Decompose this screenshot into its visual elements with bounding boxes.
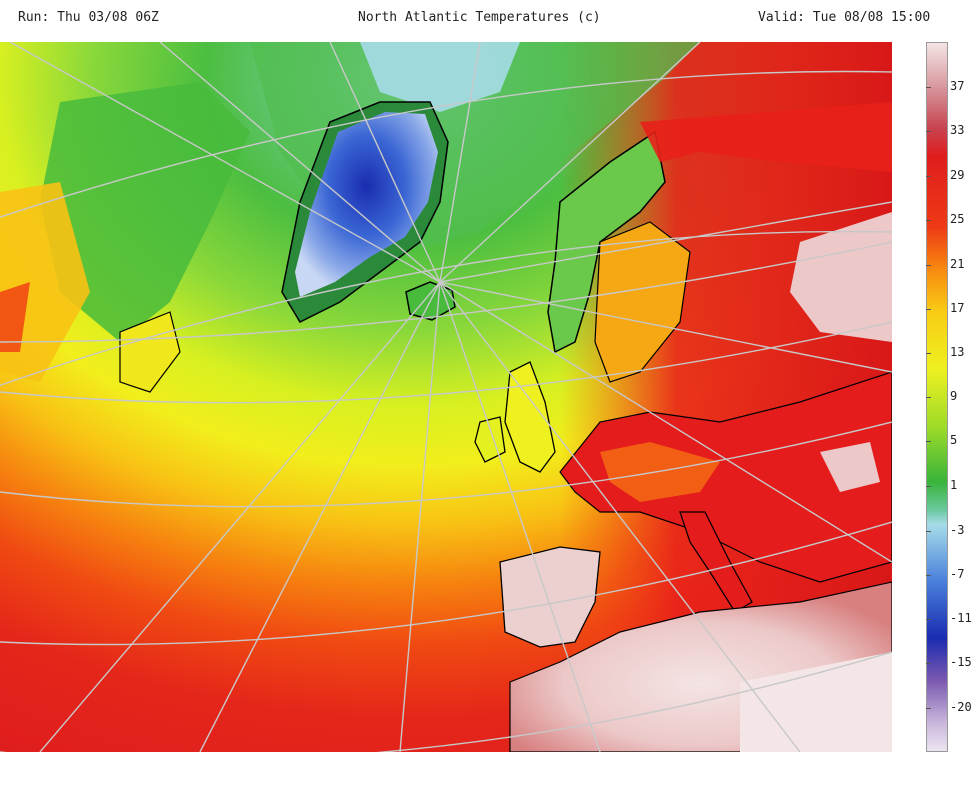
hudson-warm-zone bbox=[0, 282, 30, 352]
newfoundland-coast bbox=[119, 311, 181, 393]
russia-north-warm bbox=[640, 102, 892, 172]
sahara-extreme-heat bbox=[740, 652, 892, 752]
russia-hot-zone bbox=[790, 212, 892, 342]
run-time-label: Run: Thu 03/08 06Z bbox=[18, 10, 159, 25]
graticule bbox=[0, 42, 892, 752]
greenland-ice-sheet bbox=[295, 112, 438, 297]
great-britain-coast bbox=[504, 361, 556, 473]
sea-ice-zone bbox=[360, 42, 520, 112]
chart-title: North Atlantic Temperatures (c) bbox=[358, 10, 601, 25]
italy-coast bbox=[679, 511, 753, 613]
sweden-finland-coast bbox=[594, 221, 691, 383]
alps-cooler-zone bbox=[600, 442, 720, 502]
map-canvas bbox=[0, 42, 892, 752]
balkans-hot-zone bbox=[820, 442, 880, 492]
iberia-coast bbox=[499, 546, 601, 648]
temperature-map bbox=[0, 42, 892, 752]
valid-time-label: Valid: Tue 08/08 15:00 bbox=[758, 10, 931, 25]
central-europe bbox=[559, 371, 892, 583]
color-scale-bar bbox=[927, 43, 947, 751]
